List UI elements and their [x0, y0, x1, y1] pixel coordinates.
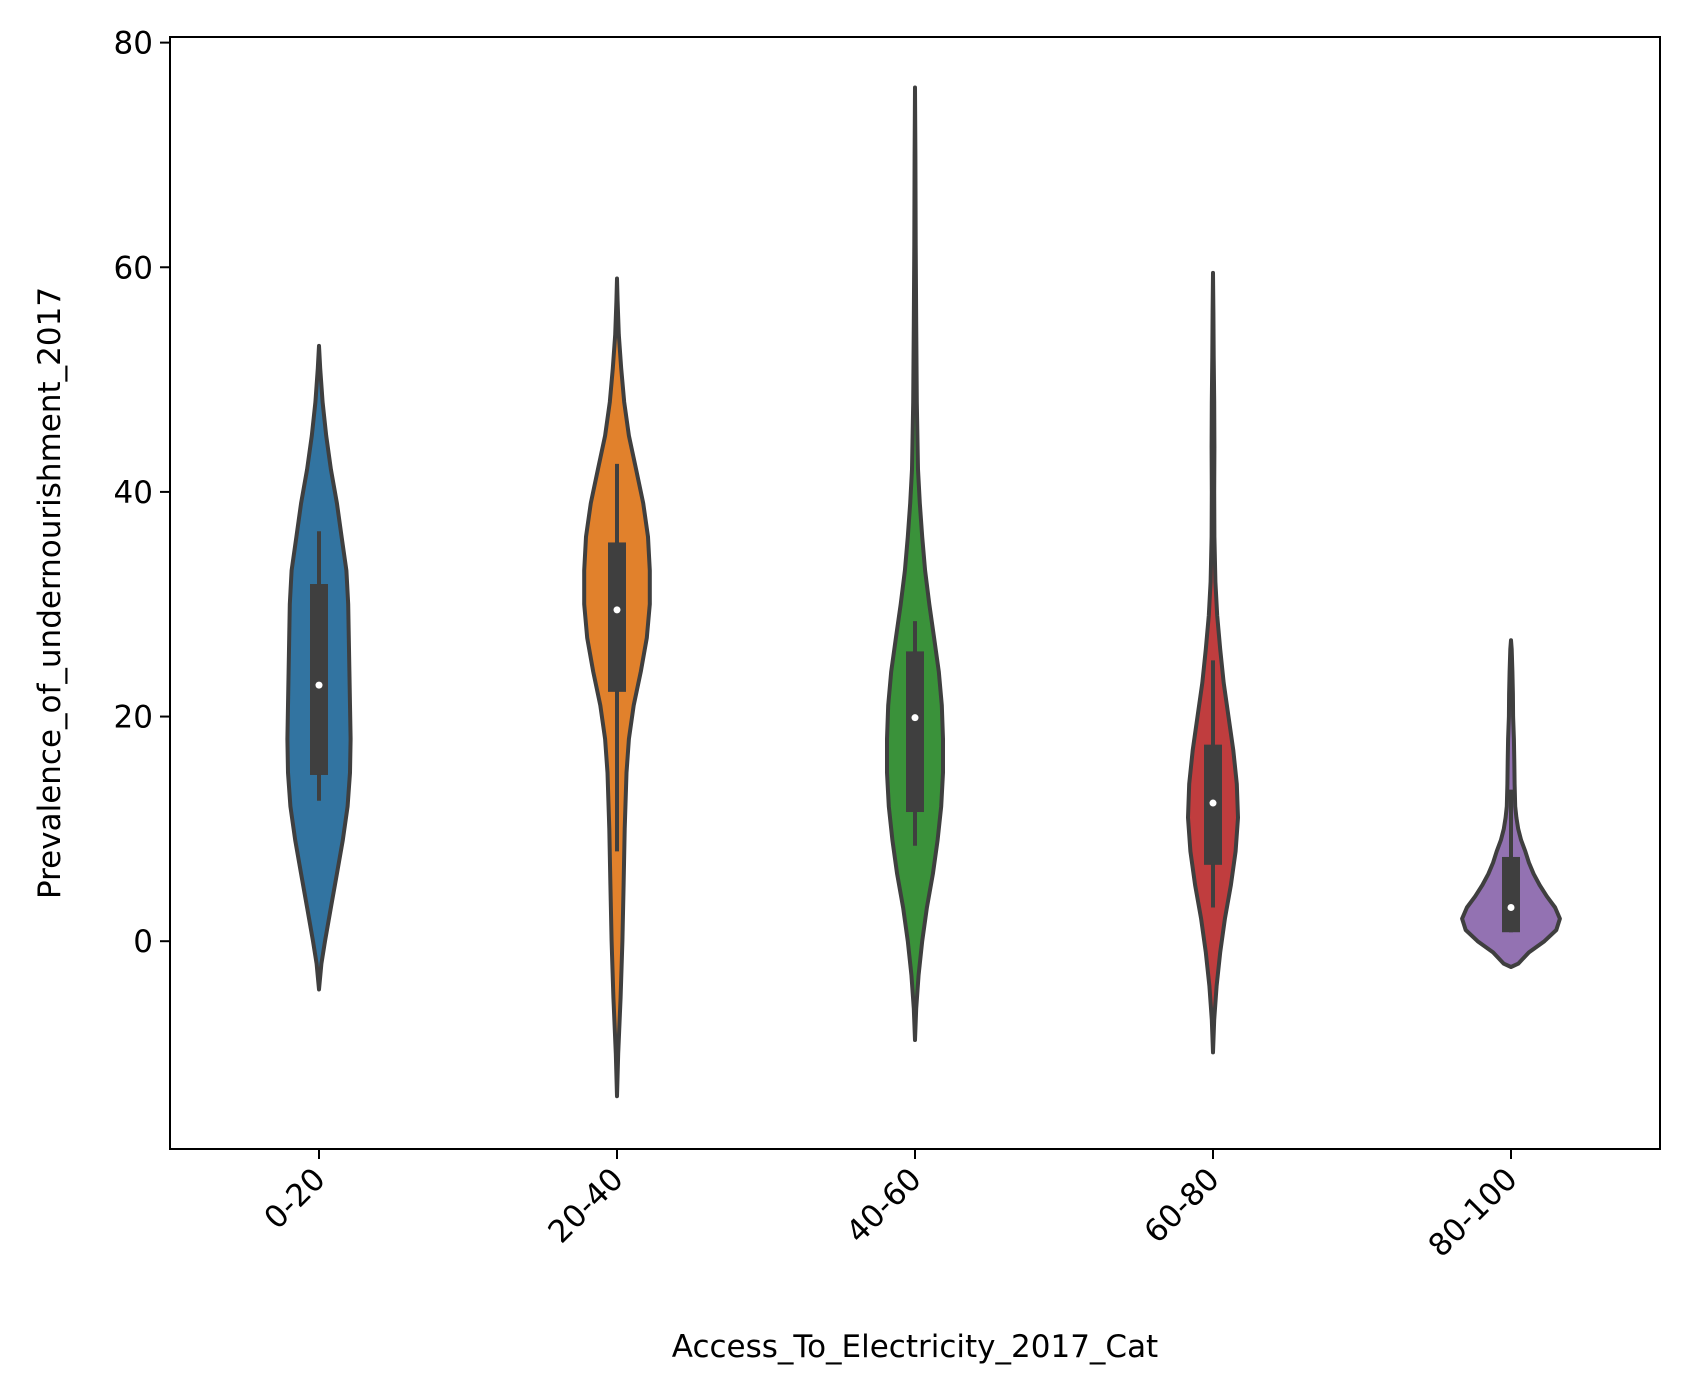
violin-iqr-box-0-20 — [310, 584, 328, 775]
violin-median-40-60 — [911, 714, 919, 722]
violin-group — [285, 85, 1562, 1099]
violin-60-80 — [1186, 270, 1240, 1055]
y-tick-label-40: 40 — [114, 475, 153, 511]
violin-40-60 — [885, 85, 945, 1042]
y-axis: 0 20 40 60 80 — [114, 26, 170, 960]
x-axis-label: Access_To_Electricity_2017_Cat — [672, 1329, 1158, 1365]
y-tick-label-60: 60 — [114, 250, 153, 286]
violin-80-100 — [1460, 638, 1562, 969]
violin-iqr-box-40-60 — [906, 651, 924, 813]
y-tick-label-0: 0 — [133, 924, 153, 960]
violin-0-20 — [285, 343, 353, 992]
y-tick-label-20: 20 — [114, 700, 153, 736]
y-axis-label: Prevalence_of_undernourishment_2017 — [32, 287, 68, 899]
violin-20-40 — [582, 276, 652, 1099]
violin-body-40-60 — [885, 85, 945, 1042]
violin-median-80-100 — [1507, 904, 1515, 912]
violin-iqr-box-80-100 — [1502, 856, 1520, 933]
violin-median-20-40 — [613, 606, 621, 614]
violin-iqr-box-20-40 — [608, 542, 626, 692]
y-tick-label-80: 80 — [114, 26, 153, 62]
violin-median-60-80 — [1209, 799, 1217, 807]
violin-median-0-20 — [315, 681, 323, 689]
